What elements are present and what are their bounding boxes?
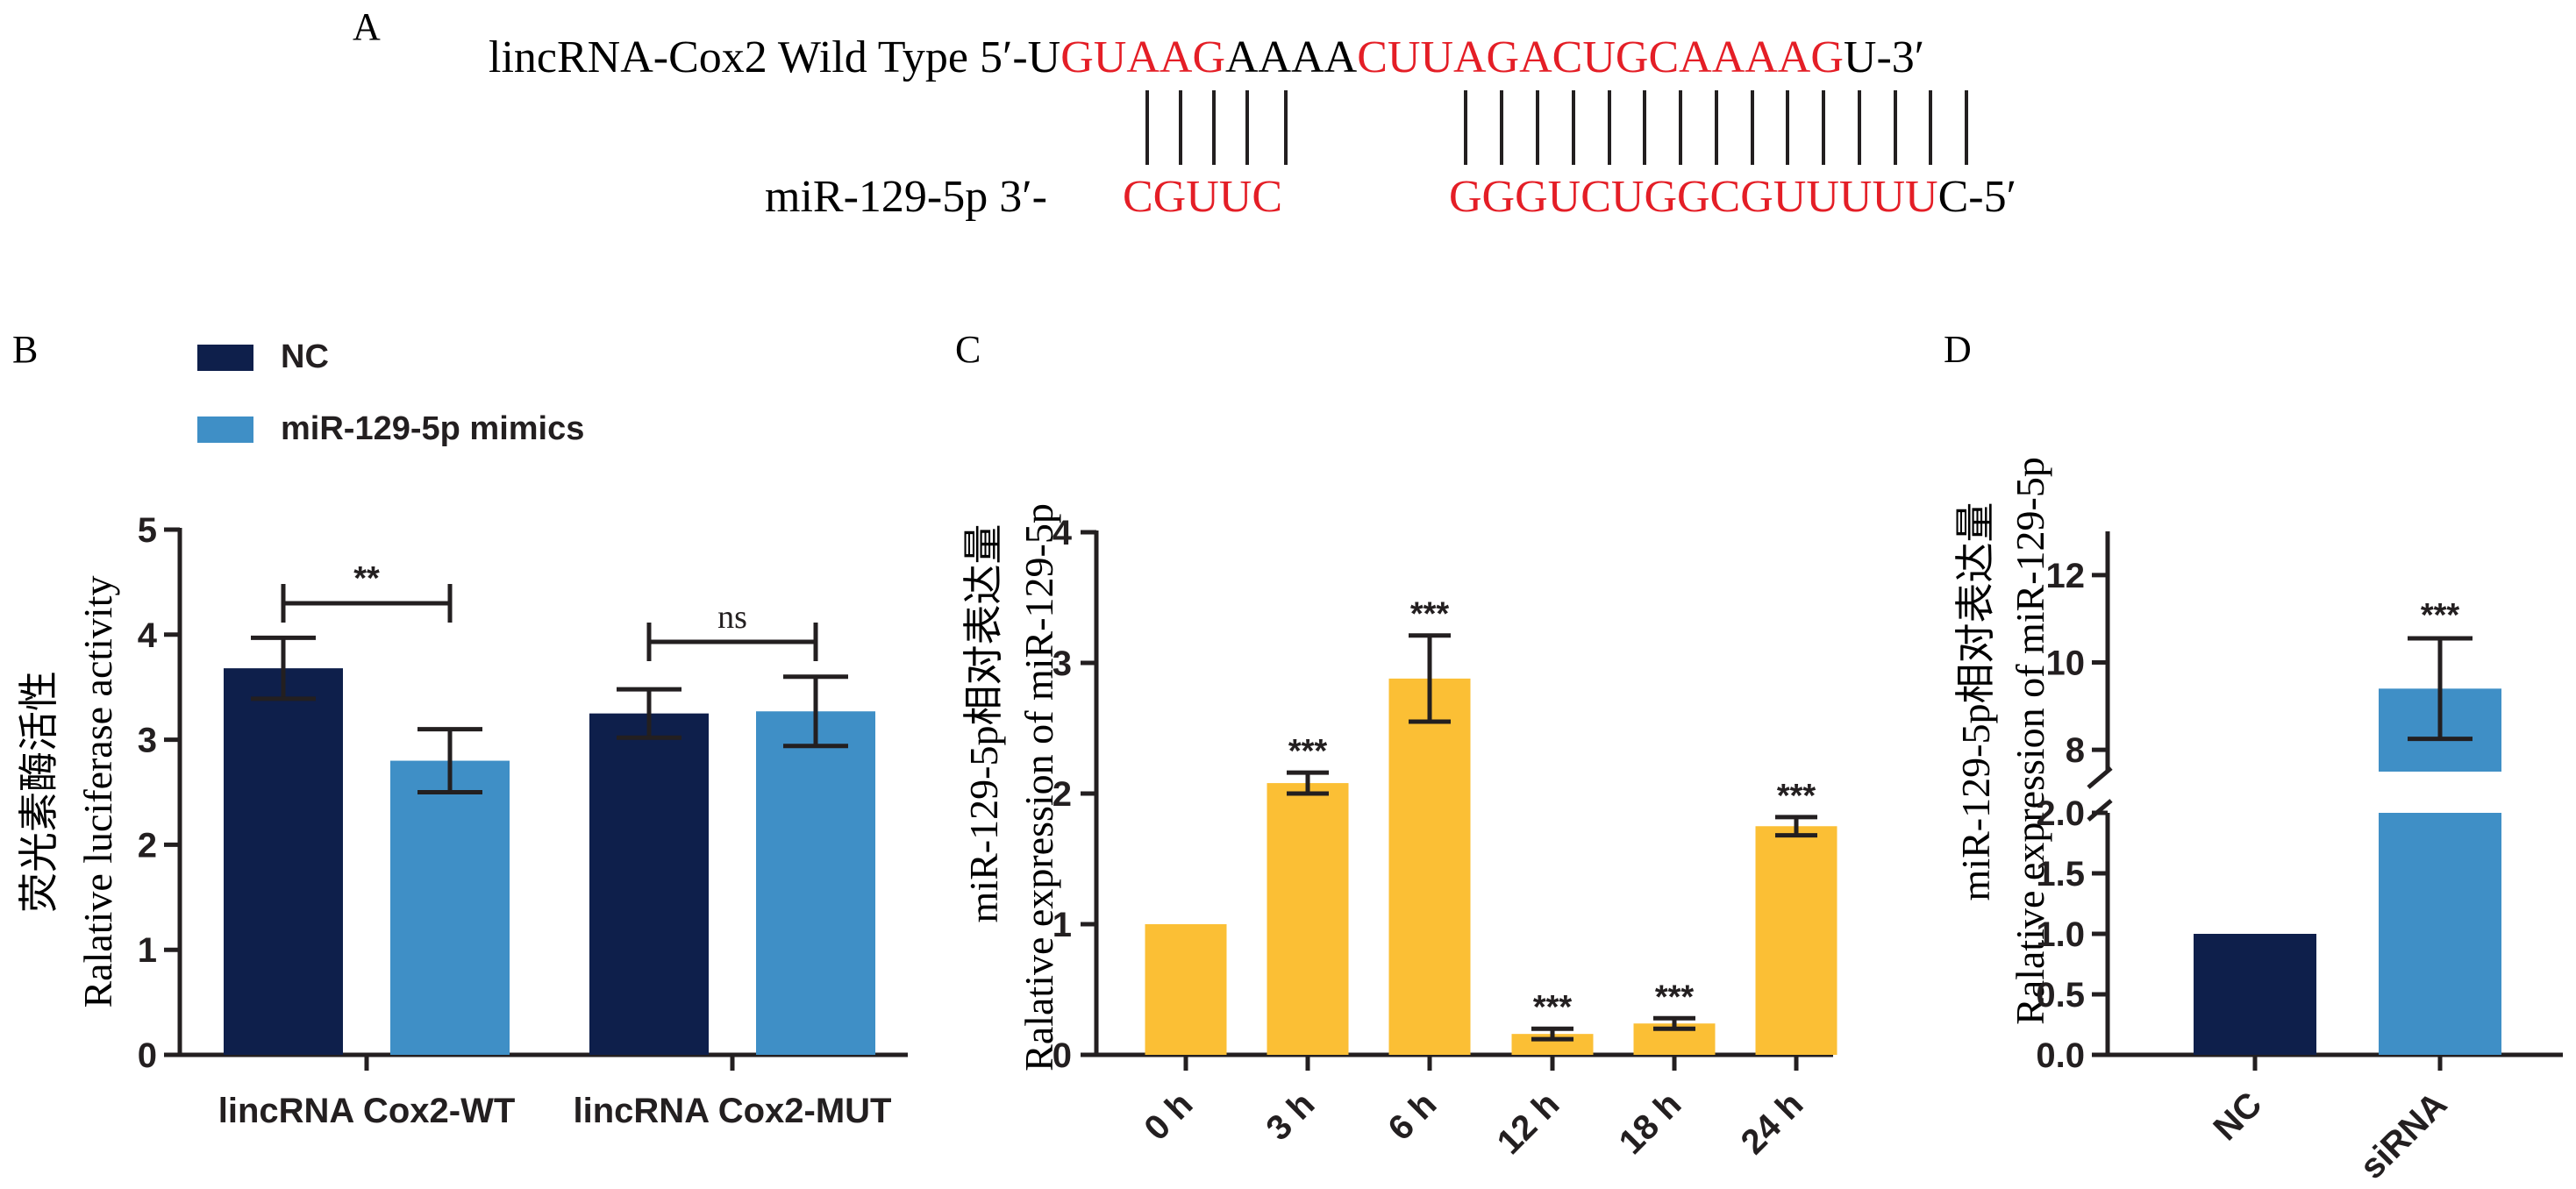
bar-5	[1755, 826, 1837, 1055]
y-tick-label: 2	[1053, 775, 1072, 814]
chart-d: 0.0 0.5 1.0 1.5 2.0 8 10 12 NC siRNA ***	[2036, 531, 2563, 1186]
bar-0	[2194, 934, 2316, 1055]
y-tick-label: 0.0	[2036, 1036, 2085, 1075]
x-tick-label: siRNA	[2352, 1085, 2454, 1186]
y-tick-label: 1	[1053, 906, 1072, 944]
lincrna-red-1: GUAAG	[1060, 32, 1225, 82]
panel-b-ylabel-cn: 荧光素酶活性	[17, 671, 61, 913]
x-tick-label: lincRNA Cox2-WT	[218, 1092, 516, 1130]
panel-b: B Ralative luciferase activity 荧光素酶活性 0 1…	[12, 328, 908, 1130]
y-tick-label: 1.0	[2036, 915, 2085, 954]
x-tick-label: NC	[2206, 1085, 2269, 1148]
y-tick-label: 0	[138, 1036, 157, 1075]
panel-c-label: C	[955, 328, 981, 371]
legend-swatch-1	[197, 417, 253, 443]
panel-c-ylabel: Ralative expression of miR-129-5p	[1017, 503, 1061, 1072]
chart-b: 0 1 2 3 4 5 lincRNA Cox2-WT lincRNA Cox2-MUT ** n…	[138, 338, 908, 1130]
lincrna-suffix: U-3′	[1844, 32, 1924, 82]
lincrna-mid: AAAA	[1225, 32, 1358, 82]
panel-b-label: B	[12, 328, 38, 371]
sig-label: ***	[1533, 989, 1573, 1026]
lincrna-red-2: CUUAGACUGCAAAAG	[1357, 32, 1844, 82]
y-tick-label: 4	[1053, 514, 1073, 552]
x-tick-label: lincRNA Cox2-MUT	[574, 1092, 892, 1130]
bar-1-1	[756, 711, 875, 1055]
bar-0	[1145, 924, 1227, 1055]
axis-break-mark-upper	[2087, 766, 2113, 789]
panel-c-ylabel-cn: miR-129-5p相对表达量	[961, 524, 1006, 923]
mir-sequence: miR-129-5p 3′- CGUUC GGGUCUGGCGUUUUUC-5′	[765, 172, 2016, 222]
panel-d-ylabel: Ralative expression of miR-129-5p	[2008, 457, 2052, 1025]
y-tick-label: 12	[2046, 557, 2086, 595]
panel-a: A lincRNA-Cox2 Wild Type 5′-UGUAAGAAAACU…	[353, 5, 2016, 222]
bar-0-0	[224, 668, 343, 1055]
y-tick-label: 0	[1053, 1036, 1072, 1075]
legend-label-0: NC	[281, 338, 329, 375]
panel-a-label: A	[353, 5, 381, 48]
sig-label: ***	[1777, 778, 1816, 815]
y-tick-label: 3	[138, 722, 157, 760]
sig-label: **	[353, 560, 380, 597]
panel-d-label: D	[1944, 328, 1972, 371]
y-tick-label: 5	[138, 511, 157, 550]
base-pair-lines	[1145, 90, 1968, 165]
legend-label-1: miR-129-5p mimics	[281, 410, 584, 447]
y-tick-label: 2	[138, 826, 157, 865]
sig-label: ***	[1410, 596, 1450, 633]
y-tick-label: 0.5	[2036, 976, 2085, 1015]
bar-1	[1267, 783, 1349, 1055]
sig-label: ***	[1288, 733, 1328, 770]
y-tick-label: 1.5	[2036, 855, 2085, 894]
sig-label: ***	[2421, 597, 2460, 634]
panel-d-ylabel-cn: miR-129-5p相对表达量	[1953, 502, 1998, 901]
mir-suffix: C-5′	[1938, 172, 2016, 222]
panel-c: C miR-129-5p相对表达量 Ralative expression of…	[955, 328, 1837, 1162]
panel-b-ylabel: Ralative luciferase activity	[75, 576, 120, 1008]
x-tick-label: 24 h	[1734, 1085, 1811, 1162]
x-tick-label: 12 h	[1490, 1085, 1567, 1162]
legend-swatch-0	[197, 345, 253, 371]
x-tick-label: 3 h	[1259, 1085, 1322, 1148]
mir-prefix: miR-129-5p 3′-	[765, 172, 1047, 222]
mir-red-1: CGUUC	[1123, 172, 1282, 222]
panel-d: D miR-129-5p相对表达量 Ralative expression of…	[1944, 328, 2563, 1186]
y-tick-label: 1	[138, 931, 157, 970]
axis-break-mark-lower	[2087, 799, 2113, 822]
chart-c: 0 1 2 3 4 0 h 3 h *** 6 h *** 12 h *** 18 h *** 24 h **…	[1053, 514, 1837, 1162]
sig-label: ns	[717, 599, 747, 636]
x-tick-label: 0 h	[1137, 1085, 1200, 1148]
y-tick-label: 4	[138, 616, 158, 655]
y-tick-label: 3	[1053, 644, 1072, 683]
lincrna-sequence: lincRNA-Cox2 Wild Type 5′-UGUAAGAAAACUUA…	[489, 32, 1924, 82]
mir-red-2: GGGUCUGGCGUUUUU	[1449, 172, 1938, 222]
bar-1-lower	[2379, 813, 2501, 1055]
bar-1-0	[390, 760, 510, 1055]
x-tick-label: 6 h	[1381, 1085, 1444, 1148]
bar-0-1	[589, 713, 709, 1055]
x-tick-label: 18 h	[1612, 1085, 1689, 1162]
y-tick-label: 8	[2066, 731, 2085, 770]
lincrna-prefix: lincRNA-Cox2 Wild Type 5′-U	[489, 32, 1060, 82]
y-tick-label: 10	[2046, 644, 2086, 682]
y-tick-label: 2.0	[2036, 794, 2085, 833]
bar-2	[1388, 678, 1471, 1055]
sig-label: ***	[1655, 979, 1695, 1015]
